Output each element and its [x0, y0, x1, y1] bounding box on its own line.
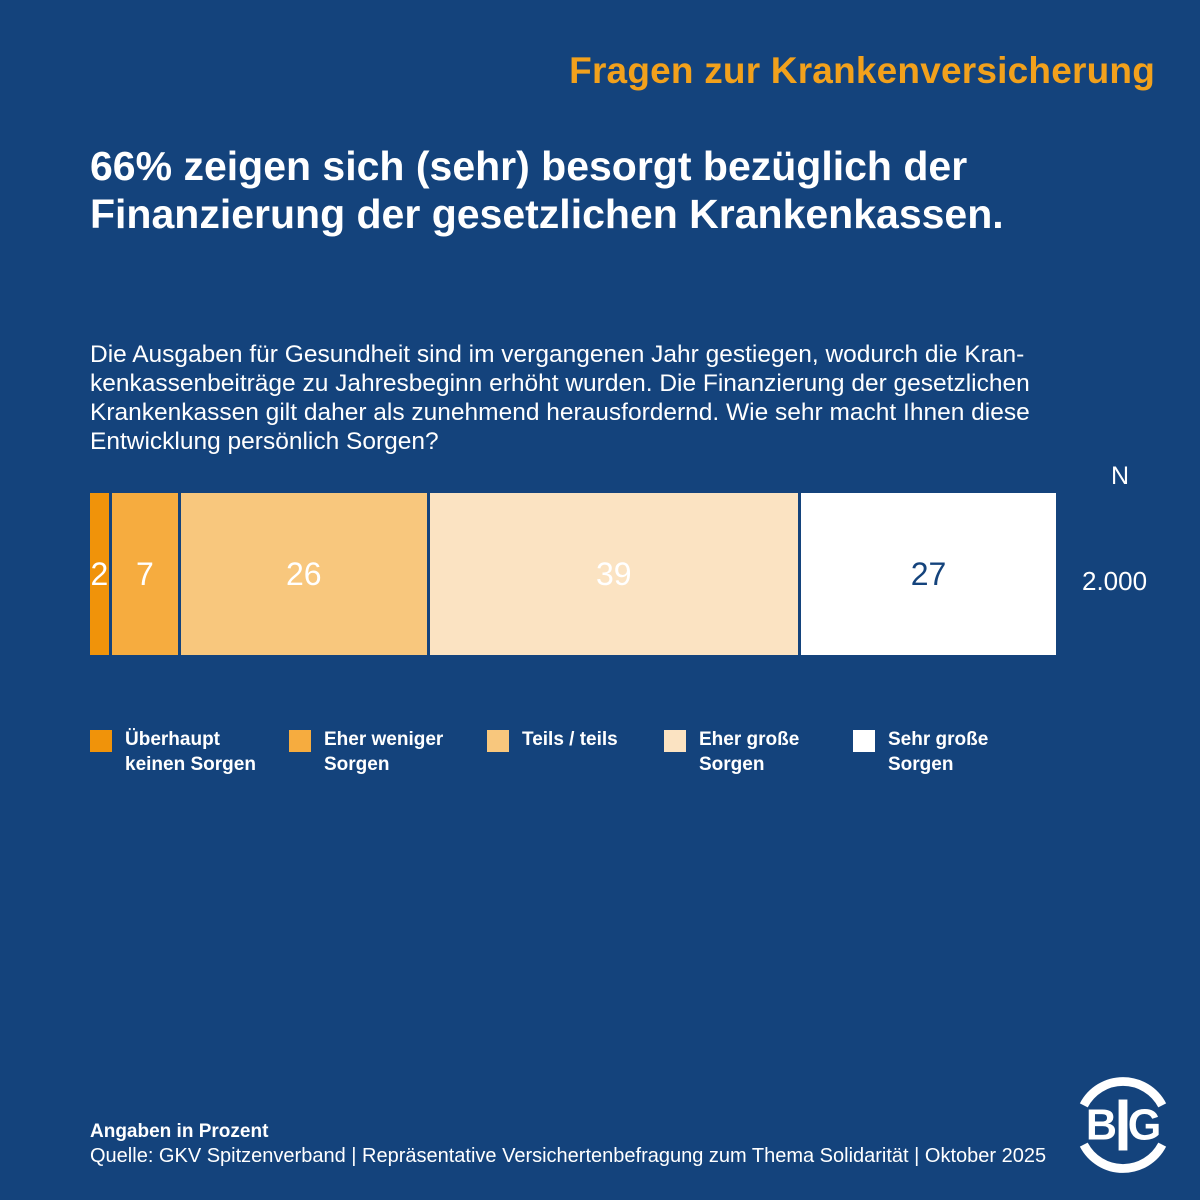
bar-segment-4: 39 — [429, 493, 798, 655]
bar-segment-value: 26 — [286, 555, 322, 592]
legend-item-2: Eher weniger Sorgen — [289, 727, 443, 777]
page-title: 66% zeigen sich (sehr) besorgt bezüglich… — [90, 143, 1004, 237]
logo-bottom-arc — [1079, 1142, 1167, 1173]
logo-top-arc — [1079, 1077, 1167, 1108]
bar-segment-5: 27 — [800, 493, 1056, 655]
bar-segment-2: 7 — [111, 493, 179, 655]
legend-swatch — [664, 730, 686, 752]
bar-segment-value: 7 — [136, 555, 154, 592]
legend-swatch — [289, 730, 311, 752]
survey-question-text: Die Ausgaben für Gesundheit sind im verg… — [90, 341, 1030, 455]
logo-letter-b: B — [1086, 1102, 1117, 1150]
legend-label: Überhaupt keinen Sorgen — [125, 729, 256, 775]
legend-label: Sehr große Sorgen — [888, 729, 989, 775]
legend-item-1: Überhaupt keinen Sorgen — [90, 727, 256, 777]
logo-letter-i — [1118, 1099, 1128, 1151]
bar-segment-value: 2 — [90, 555, 109, 592]
legend-item-5: Sehr große Sorgen — [853, 727, 988, 777]
legend-label: Eher große Sorgen — [699, 729, 800, 775]
bar-segment-value: 27 — [910, 555, 947, 592]
legend-swatch — [853, 730, 875, 752]
legend-label: Eher weniger Sorgen — [324, 729, 444, 775]
bar-segment-value: 39 — [595, 555, 632, 592]
source-line: Quelle: GKV Spitzenverband | Repräsentat… — [90, 1145, 1047, 1167]
bar-segment-1: 2 — [90, 493, 109, 655]
big-logo: B G — [1074, 1076, 1172, 1174]
sample-size-value: 2.000 — [1082, 566, 1148, 596]
chart-legend: Überhaupt keinen Sorgen Eher weniger Sorg… — [90, 727, 1110, 797]
legend-swatch — [90, 730, 112, 752]
big-logo-graphic: B G — [1079, 1077, 1167, 1173]
footnote-unit: Angaben in Prozent — [90, 1121, 269, 1142]
logo-letter-g: G — [1128, 1102, 1162, 1150]
page-kicker: Fragen zur Krankenversicherung — [569, 50, 1155, 91]
sample-size-label: N — [1110, 462, 1130, 490]
legend-item-3: Teils / teils — [487, 727, 618, 752]
legend-item-4: Eher große Sorgen — [664, 727, 799, 777]
bar-segment-3: 26 — [181, 493, 427, 655]
legend-swatch — [487, 730, 509, 752]
legend-label: Teils / teils — [522, 729, 618, 750]
stacked-bar: 2 7 26 39 27 — [90, 493, 1056, 655]
